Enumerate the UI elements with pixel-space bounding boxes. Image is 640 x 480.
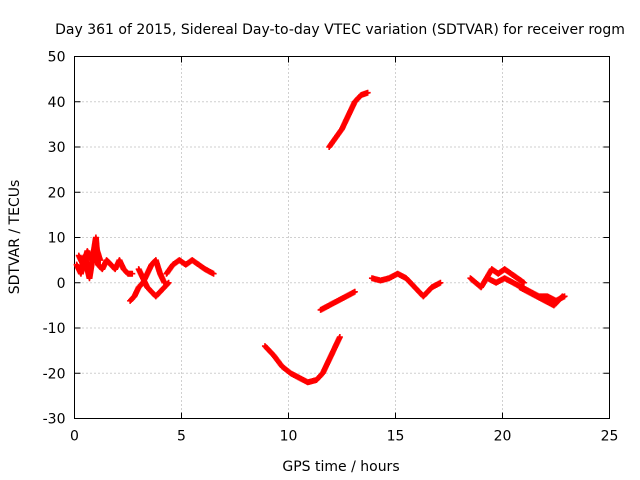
data-point bbox=[520, 279, 527, 286]
series-arc-7 bbox=[326, 89, 371, 150]
x-tick-label: 15 bbox=[387, 429, 405, 445]
y-tick-label: 40 bbox=[48, 95, 66, 111]
x-tick-label: 20 bbox=[494, 429, 512, 445]
data-point bbox=[165, 279, 172, 286]
data-point bbox=[351, 288, 358, 295]
data-point bbox=[336, 334, 343, 341]
data-point bbox=[559, 293, 566, 300]
data-point bbox=[437, 279, 444, 286]
data-point bbox=[210, 270, 217, 277]
grid bbox=[74, 56, 610, 419]
y-axis-label: SDTVAR / TECUs bbox=[7, 180, 23, 295]
chart-title: Day 361 of 2015, Sidereal Day-to-day VTE… bbox=[55, 22, 625, 38]
x-tick-label: 0 bbox=[70, 429, 79, 445]
data-point bbox=[364, 89, 371, 96]
series-arc-5 bbox=[163, 257, 217, 277]
y-tick-label: 0 bbox=[57, 276, 66, 292]
y-tick-label: -30 bbox=[43, 412, 66, 428]
y-tick-label: 10 bbox=[48, 231, 66, 247]
ticks: 0 5 10 15 20 25 -30 -20 -10 0 10 20 30 40 50 bbox=[43, 50, 619, 445]
data-point bbox=[129, 270, 136, 277]
data-point bbox=[97, 257, 104, 264]
y-tick-label: 20 bbox=[48, 185, 66, 201]
series-arc-8 bbox=[317, 288, 358, 313]
series-arc-4 bbox=[135, 266, 172, 300]
series-arc-9 bbox=[368, 270, 444, 300]
x-tick-label: 25 bbox=[601, 429, 619, 445]
series-arc-6 bbox=[261, 334, 343, 386]
series-arc-12 bbox=[516, 284, 566, 309]
series-arc-3 bbox=[127, 257, 168, 304]
series-arc-2 bbox=[75, 243, 104, 268]
x-tick-label: 5 bbox=[177, 429, 186, 445]
data-point bbox=[164, 280, 171, 287]
data-point bbox=[558, 294, 565, 301]
x-tick-label: 10 bbox=[280, 429, 298, 445]
y-tick-label: 30 bbox=[48, 140, 66, 156]
y-tick-label: -20 bbox=[43, 366, 66, 382]
plot-frame bbox=[74, 56, 610, 419]
y-tick-label: -10 bbox=[43, 321, 66, 337]
x-axis-label: GPS time / hours bbox=[282, 459, 399, 475]
data-marks bbox=[73, 89, 568, 386]
y-tick-label: 50 bbox=[48, 50, 66, 66]
